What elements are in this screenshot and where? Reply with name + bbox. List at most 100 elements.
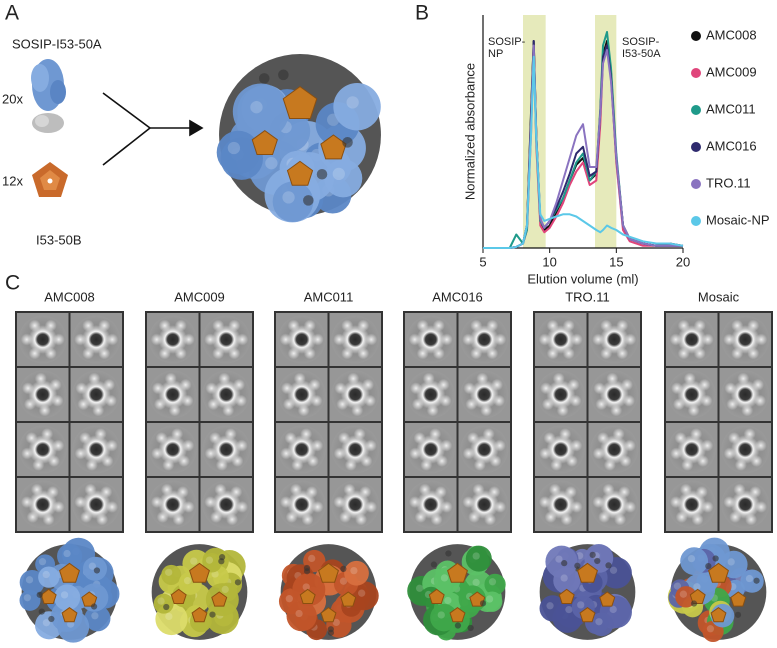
np-highlight [560,574,568,582]
copy-number: 12x [2,173,23,188]
np-pentamer [577,562,598,583]
particle-lobe [365,500,378,513]
np-highlight [609,605,617,614]
particle-lobe [492,394,505,407]
np-pentamer [299,588,316,605]
particle-lobe [311,439,324,452]
column-title: AMC011 [304,289,354,304]
np-gap [594,557,601,565]
np-pentamer [710,606,727,623]
particle-lobe [34,372,47,385]
particle-lobe [74,496,87,509]
particle-lobe [303,347,316,360]
np-pentamer [59,562,80,583]
np-pentamer [599,591,616,607]
particle-lobe [470,347,483,360]
np-gap [90,603,98,610]
particle-lobe [212,319,225,332]
particle-lobe [362,378,375,391]
particle-lobe [552,372,565,385]
particle-lobe [222,404,235,417]
np-highlight [88,562,97,570]
particle-lobe [439,394,452,407]
particle-lobe [231,454,244,467]
np-subunit [292,573,326,607]
particle-lobe [333,447,346,460]
np-highlight [332,618,340,627]
particle-lobe [698,378,711,391]
particle-lobe [174,319,187,332]
particle-lobe [595,398,608,411]
np-gap [327,626,334,633]
np-highlight [577,601,585,609]
particle-lobe [437,378,450,391]
legend-label: AMC016 [706,138,757,153]
np-highlight [693,583,701,591]
np-gap [48,615,55,623]
particle-lobe [472,483,485,496]
particle-lobe [733,483,746,496]
particle-lobe [20,496,33,509]
np-gap [303,564,311,572]
particle-lobe [158,319,171,332]
np-pentamer [81,591,98,607]
np-highlight [205,556,214,564]
particle-lobe [21,447,34,460]
pentamer-icon [32,162,68,197]
particle-lobe [480,404,493,417]
particle-lobe [624,333,637,346]
particle-lobe [46,486,59,499]
particle-lobe [693,347,706,360]
np-pentamer [251,129,278,155]
particle-lobe [569,394,582,407]
particle-lobe [752,378,765,391]
np-gap [218,558,225,565]
particle-lobe [593,382,606,395]
np-pentamer [61,606,78,623]
np-subunit [286,600,317,632]
particle-lobe [600,347,613,360]
particle-lobe [600,319,613,332]
np-highlight [42,570,50,579]
particle-lobe [418,483,431,496]
particle-lobe [103,378,116,391]
particle-lobe [365,333,378,346]
particle-lobe [622,394,635,407]
np-highlight [332,167,345,181]
particle-lobe [235,439,248,452]
np-highlight [437,611,445,619]
particle-lobe [540,382,553,395]
particle-lobe [429,428,442,441]
x-tick-label: 5 [479,254,486,269]
np-highlight [183,577,192,585]
np-gap [303,195,314,206]
particle-lobe [754,439,767,452]
legend-marker [691,216,701,226]
particle-lobe [28,347,41,360]
np-subunit [161,564,182,585]
np-pentamer [730,591,747,607]
particle-lobe [701,439,714,452]
particle-lobe [182,500,195,513]
np-highlight [265,157,278,170]
particle-lobe [616,319,629,332]
np-highlight [565,605,573,614]
annotation: NP [488,48,503,60]
np-subunit [153,593,174,614]
class-averages: AMC008 AMC009 AMC011 AMC016 TRO.11 Mosaic [15,289,773,643]
particle-lobe [204,333,217,346]
np-subunit [216,130,260,175]
particle-lobe [44,347,57,360]
particle-lobe [310,394,323,407]
particle-lobe [753,394,766,407]
particle-lobe [214,483,227,496]
particle-lobe [351,404,364,417]
np-highlight [285,595,293,603]
particle-lobe [303,319,316,332]
particle-lobe [291,458,304,471]
particle-lobe [22,382,35,395]
particle-lobe [747,319,760,332]
particle-lobe [723,447,736,460]
particle-lobe [677,347,690,360]
particle-lobe [675,510,688,523]
